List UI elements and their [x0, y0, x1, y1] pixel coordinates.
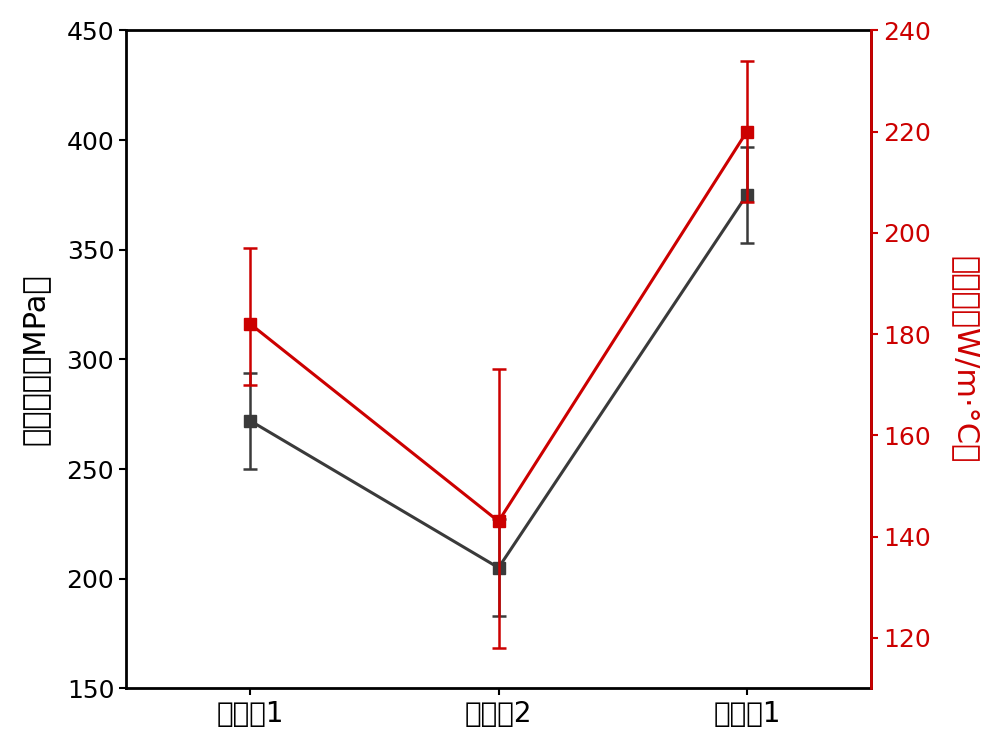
Y-axis label: 热导率（W/m·°C）: 热导率（W/m·°C）	[950, 255, 979, 463]
Y-axis label: 抗折强度（MPa）: 抗折强度（MPa）	[21, 273, 50, 445]
